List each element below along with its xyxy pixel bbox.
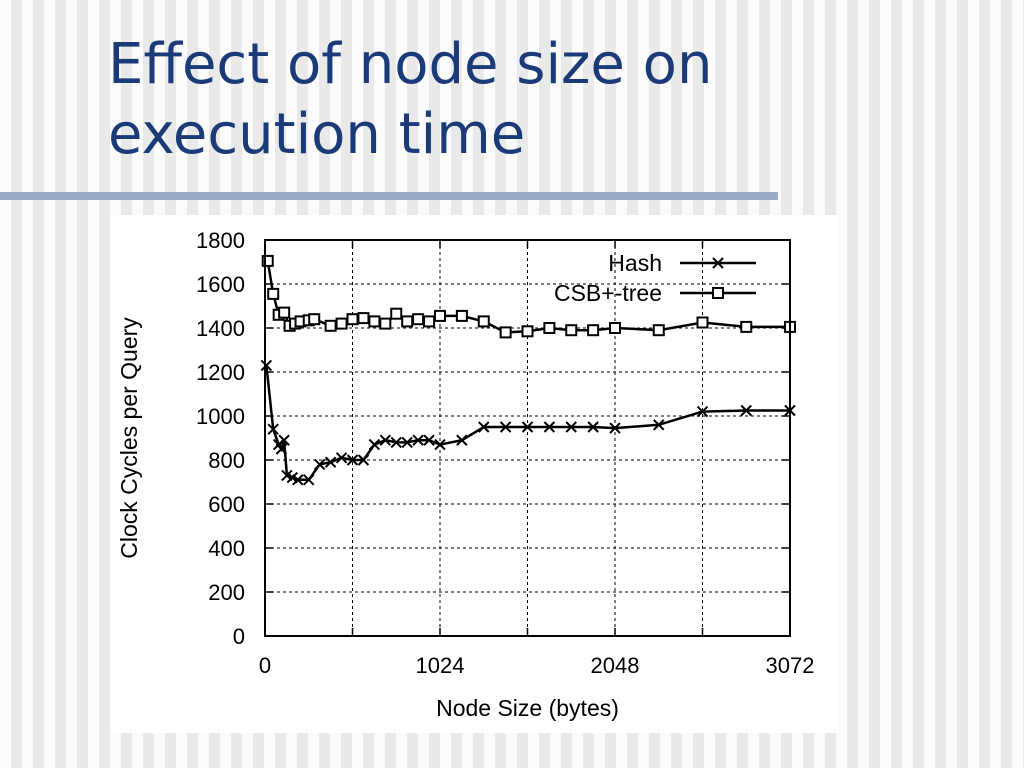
data-point-square [543, 322, 556, 334]
data-point-x [423, 434, 435, 446]
slide-title: Effect of node size on execution time [108, 32, 713, 167]
data-point-x [499, 421, 512, 433]
plot-frame [264, 239, 791, 637]
y-tick-label: 1600 [196, 272, 245, 297]
x-tick-label: 0 [259, 653, 271, 678]
data-point-x [346, 454, 359, 466]
data-point-square [368, 315, 381, 328]
data-point-square [401, 315, 414, 328]
y-axis-label: Clock Cycles per Query [116, 317, 142, 559]
data-point-x [587, 421, 599, 433]
y-tick-label: 600 [208, 492, 245, 517]
data-point-square [587, 324, 600, 337]
y-tick-label: 1400 [196, 316, 245, 341]
x-tick-label: 2048 [591, 653, 640, 678]
data-point-square [278, 306, 291, 319]
data-point-x [260, 359, 273, 372]
data-point-square [335, 317, 348, 330]
data-point-x [740, 404, 752, 417]
y-tick-label: 1800 [196, 228, 245, 253]
data-point-square [434, 309, 446, 322]
data-point-square [308, 313, 321, 326]
data-point-x [412, 434, 424, 446]
data-point-x [390, 436, 402, 449]
data-point-x [653, 419, 665, 431]
data-point-square [609, 322, 621, 334]
x-axis-label: Node Size (bytes) [436, 695, 619, 721]
data-point-square [521, 325, 534, 338]
data-point-square [455, 309, 468, 322]
data-point-square [740, 320, 753, 333]
y-tick-label: 800 [208, 448, 245, 473]
legend-entry-label: Hash [608, 250, 662, 276]
series-csb-tree [261, 254, 796, 339]
data-point-x [313, 458, 326, 471]
data-point-square [499, 326, 512, 339]
data-point-x [278, 434, 290, 446]
data-point-x [368, 438, 381, 451]
x-tick-label: 3072 [766, 653, 815, 678]
chart-panel: 0 200 400 600 800 1000 1200 1400 1600 1800 0 1024 2… [110, 215, 838, 733]
data-point-x [324, 456, 337, 468]
data-point-x [357, 454, 370, 466]
legend-entry-label: CSB+-tree [554, 280, 662, 306]
data-point-x [609, 422, 621, 434]
data-point-square [261, 254, 274, 267]
data-point-x [275, 443, 288, 455]
x-tick-label: 1024 [416, 653, 465, 678]
y-tick-label: 1200 [196, 360, 245, 385]
data-point-square [379, 317, 392, 330]
data-point-square [477, 315, 490, 328]
series-line [265, 365, 790, 482]
data-point-square [267, 287, 280, 300]
data-point-square [357, 312, 370, 325]
data-point-square [565, 324, 578, 337]
data-point-x [335, 452, 348, 464]
grid-lines [265, 240, 790, 636]
y-tick-label: 0 [233, 624, 245, 649]
y-tick-label: 400 [208, 536, 245, 561]
data-point-x [379, 434, 392, 446]
data-point-square [390, 307, 403, 320]
data-point-x [456, 434, 468, 446]
data-point-x [712, 257, 724, 269]
data-point-square [652, 324, 665, 337]
data-point-x [401, 436, 413, 449]
data-point-square [423, 315, 436, 328]
data-point-x [543, 421, 556, 433]
data-point-x [292, 474, 304, 486]
data-series [260, 254, 796, 486]
data-point-square [412, 313, 425, 326]
title-underline [0, 192, 778, 200]
data-point-x [565, 421, 577, 433]
data-point-x [434, 438, 446, 451]
data-point-square [324, 319, 337, 332]
data-point-square [712, 287, 724, 299]
data-point-x [521, 421, 534, 433]
y-axis-ticks: 0 200 400 600 800 1000 1200 1400 1600 1800 [196, 228, 790, 649]
data-point-x [696, 405, 709, 418]
data-point-square [696, 316, 709, 329]
data-point-x [303, 474, 315, 486]
y-tick-label: 200 [208, 580, 245, 605]
data-point-x [267, 423, 279, 435]
legend: Hash CSB+-tree [554, 250, 756, 306]
data-point-x [478, 421, 490, 433]
data-point-square [346, 313, 359, 326]
line-chart: 0 200 400 600 800 1000 1200 1400 1600 1800 0 1024 2… [116, 228, 815, 721]
x-axis-ticks: 0 1024 2048 3072 [259, 240, 815, 678]
series-hash [260, 359, 796, 486]
y-tick-label: 1000 [196, 404, 245, 429]
